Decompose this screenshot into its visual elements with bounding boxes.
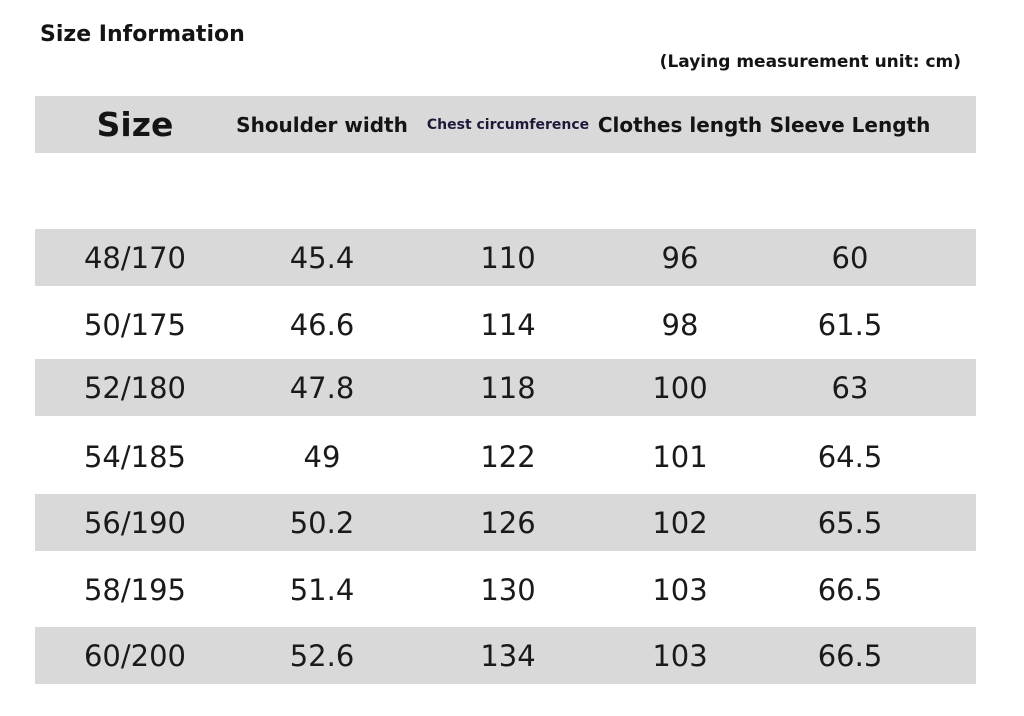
cell-chest: 118 bbox=[480, 370, 536, 405]
cell-clothes-length: 96 bbox=[661, 240, 699, 275]
table-header: Size Shoulder width Chest circumference … bbox=[35, 96, 976, 153]
cell-size: 54/185 bbox=[83, 439, 187, 474]
cell-chest: 130 bbox=[480, 572, 536, 607]
cell-size: 52/180 bbox=[83, 370, 187, 405]
cell-shoulder-width: 52.6 bbox=[289, 638, 355, 673]
cell-sleeve-length: 66.5 bbox=[817, 638, 883, 673]
cell-clothes-length: 101 bbox=[652, 439, 708, 474]
cell-chest: 134 bbox=[480, 638, 536, 673]
cell-chest: 110 bbox=[480, 240, 536, 275]
unit-note: (Laying measurement unit: cm) bbox=[659, 52, 961, 72]
table-row: 52/180 47.8 118 100 63 bbox=[35, 359, 976, 416]
cell-shoulder-width: 51.4 bbox=[289, 572, 355, 607]
cell-clothes-length: 103 bbox=[652, 572, 708, 607]
header-chest-circumference: Chest circumference bbox=[426, 116, 590, 133]
cell-shoulder-width: 49 bbox=[303, 439, 341, 474]
cell-chest: 114 bbox=[480, 307, 536, 342]
cell-sleeve-length: 66.5 bbox=[817, 572, 883, 607]
cell-shoulder-width: 46.6 bbox=[289, 307, 355, 342]
cell-chest: 122 bbox=[480, 439, 536, 474]
cell-clothes-length: 102 bbox=[652, 505, 708, 540]
header-sleeve-length: Sleeve Length bbox=[769, 112, 931, 137]
cell-chest: 126 bbox=[480, 505, 536, 540]
page-title: Size Information bbox=[40, 22, 245, 47]
table-row: 56/190 50.2 126 102 65.5 bbox=[35, 494, 976, 551]
cell-shoulder-width: 50.2 bbox=[289, 505, 355, 540]
cell-sleeve-length: 60 bbox=[831, 240, 869, 275]
cell-clothes-length: 98 bbox=[661, 307, 699, 342]
header-shoulder-width: Shoulder width bbox=[236, 112, 408, 137]
cell-clothes-length: 103 bbox=[652, 638, 708, 673]
cell-size: 60/200 bbox=[83, 638, 187, 673]
cell-sleeve-length: 65.5 bbox=[817, 505, 883, 540]
cell-size: 48/170 bbox=[83, 240, 187, 275]
cell-sleeve-length: 63 bbox=[831, 370, 869, 405]
table-row: 48/170 45.4 110 96 60 bbox=[35, 229, 976, 286]
header-clothes-length: Clothes length bbox=[597, 112, 763, 137]
cell-sleeve-length: 64.5 bbox=[817, 439, 883, 474]
table-row: 50/175 46.6 114 98 61.5 bbox=[35, 296, 976, 353]
cell-size: 56/190 bbox=[83, 505, 187, 540]
cell-shoulder-width: 47.8 bbox=[289, 370, 355, 405]
cell-shoulder-width: 45.4 bbox=[289, 240, 355, 275]
cell-size: 50/175 bbox=[83, 307, 187, 342]
header-size: Size bbox=[96, 105, 174, 144]
table-row: 58/195 51.4 130 103 66.5 bbox=[35, 561, 976, 618]
table-row: 60/200 52.6 134 103 66.5 bbox=[35, 627, 976, 684]
cell-sleeve-length: 61.5 bbox=[817, 307, 883, 342]
table-row: 54/185 49 122 101 64.5 bbox=[35, 428, 976, 485]
cell-size: 58/195 bbox=[83, 572, 187, 607]
cell-clothes-length: 100 bbox=[652, 370, 708, 405]
